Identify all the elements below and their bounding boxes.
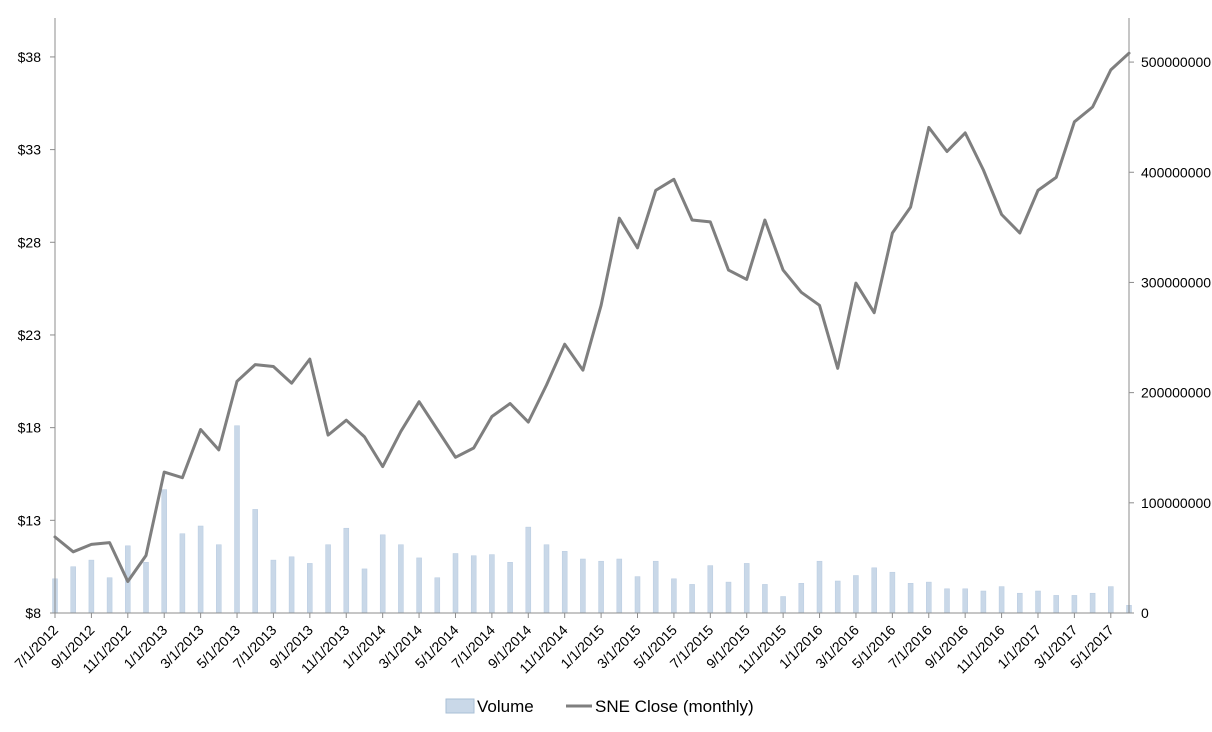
volume-bar xyxy=(816,560,823,614)
volume-bar xyxy=(379,534,386,614)
volume-bar xyxy=(689,584,695,614)
volume-bar xyxy=(1053,595,1059,614)
left-tick-label: $18 xyxy=(18,420,42,436)
legend-volume-swatch xyxy=(445,698,475,714)
volume-bar xyxy=(980,590,987,614)
volume-bar xyxy=(325,544,331,614)
volume-bar xyxy=(1017,592,1023,614)
volume-bar xyxy=(234,425,240,614)
volume-bar xyxy=(70,566,76,614)
volume-bar xyxy=(671,578,677,614)
volume-bar xyxy=(598,560,604,614)
volume-bar xyxy=(88,559,95,614)
x-axis-ticks: 7/1/20129/1/201211/1/20121/1/20133/1/201… xyxy=(11,613,1117,676)
volume-bar xyxy=(507,562,513,614)
volume-bar xyxy=(252,509,258,614)
left-tick-label: $28 xyxy=(18,234,42,250)
close-price-line xyxy=(53,51,1131,583)
volume-bar xyxy=(343,527,350,614)
volume-bar xyxy=(743,563,750,614)
left-axis-ticks: $8 $13 $18 $23 $28 $33 $38 xyxy=(18,49,55,621)
volume-bar xyxy=(798,583,805,614)
left-tick-label: $38 xyxy=(18,49,42,65)
volume-bar xyxy=(616,558,623,614)
volume-bar xyxy=(361,568,368,614)
right-tick-label: 0 xyxy=(1141,605,1149,621)
right-tick-label: 500000000 xyxy=(1141,54,1211,70)
volume-bar xyxy=(452,553,459,614)
volume-bar xyxy=(489,554,495,614)
volume-bar xyxy=(197,525,204,614)
volume-bar xyxy=(543,544,550,614)
volume-bar xyxy=(1035,590,1041,614)
legend: Volume SNE Close (monthly) xyxy=(445,697,754,716)
volume-bar xyxy=(634,576,641,614)
volume-bar xyxy=(561,551,568,614)
left-tick-label: $33 xyxy=(18,142,42,158)
volume-bar xyxy=(962,588,968,614)
volume-bar xyxy=(871,567,877,614)
volume-bar xyxy=(270,559,277,614)
right-tick-label: 400000000 xyxy=(1141,164,1211,180)
axes xyxy=(54,18,1130,614)
right-tick-label: 200000000 xyxy=(1141,385,1211,401)
volume-bar xyxy=(1071,595,1078,614)
volume-bar xyxy=(780,596,786,614)
right-tick-label: 100000000 xyxy=(1141,495,1211,511)
volume-bar xyxy=(707,565,714,614)
right-axis-ticks: 0 100000000 200000000 300000000 400000000 500… xyxy=(1129,54,1211,621)
volume-bar xyxy=(1089,592,1096,614)
volume-bar xyxy=(652,560,659,614)
volume-bar xyxy=(525,526,532,614)
left-tick-label: $8 xyxy=(25,605,41,621)
legend-volume-label: Volume xyxy=(477,697,534,716)
volume-bar xyxy=(907,583,914,614)
volume-bar xyxy=(307,563,313,614)
left-tick-label: $13 xyxy=(18,512,42,528)
volume-bar xyxy=(288,556,295,614)
volume-bar xyxy=(143,562,149,614)
volume-bar xyxy=(106,577,113,614)
volume-bar xyxy=(416,557,422,614)
legend-close-label: SNE Close (monthly) xyxy=(595,697,754,716)
volume-bar xyxy=(179,533,186,614)
volume-bar xyxy=(1108,586,1114,614)
left-tick-label: $23 xyxy=(18,327,42,343)
volume-bar xyxy=(398,544,404,614)
volume-bar xyxy=(944,588,950,614)
volume-bar xyxy=(762,584,768,614)
volume-bar xyxy=(834,580,841,614)
close-line-group xyxy=(53,51,1131,583)
volume-bar xyxy=(580,558,586,614)
volume-bar xyxy=(434,577,441,614)
volume-bar xyxy=(161,489,167,614)
volume-bars xyxy=(52,425,1132,614)
volume-bar xyxy=(725,581,732,614)
volume-bar xyxy=(853,575,859,614)
volume-bar xyxy=(216,544,222,614)
volume-bar xyxy=(889,571,896,614)
right-tick-label: 300000000 xyxy=(1141,274,1211,290)
volume-bar xyxy=(470,555,477,614)
volume-bar xyxy=(926,581,932,614)
volume-bar xyxy=(998,586,1005,614)
